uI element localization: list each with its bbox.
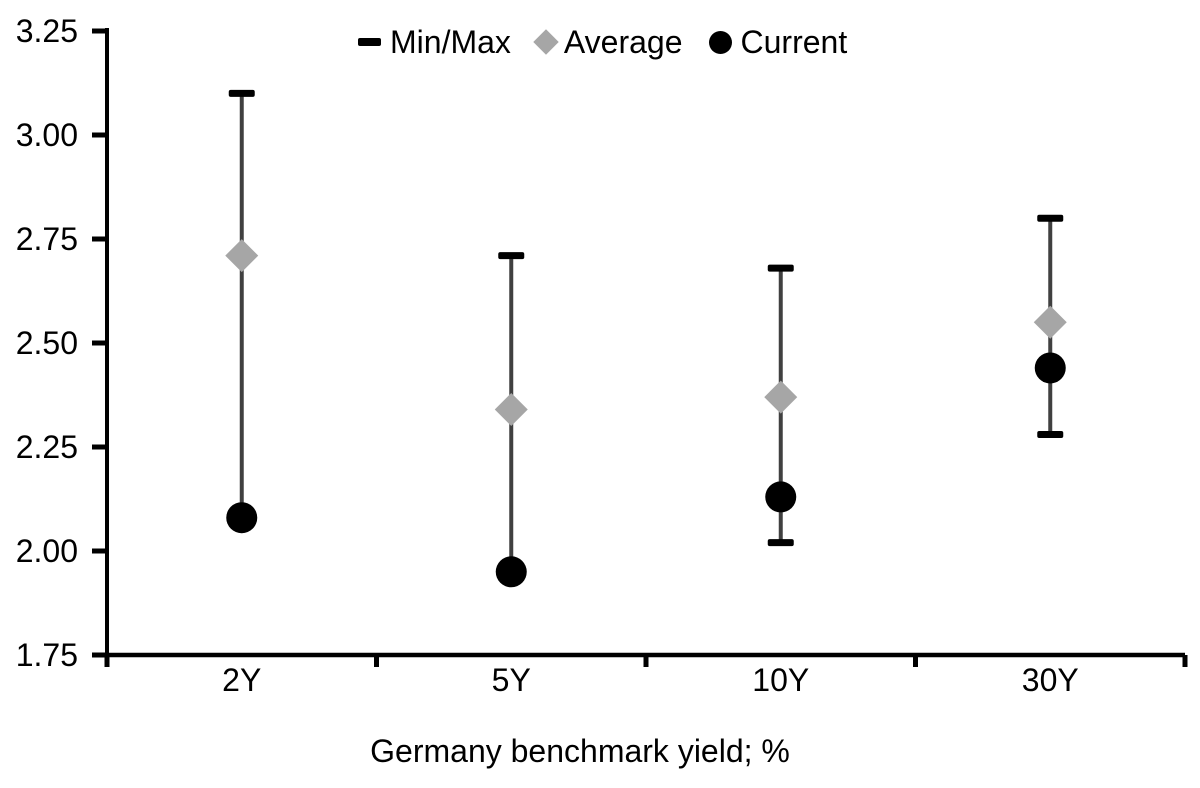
current-marker bbox=[226, 502, 258, 534]
y-tick-label: 1.75 bbox=[16, 637, 78, 673]
max-cap bbox=[767, 264, 794, 272]
minmax-dash-icon bbox=[358, 38, 381, 46]
y-tick-label: 2.75 bbox=[16, 221, 78, 257]
current-marker bbox=[765, 481, 797, 513]
legend-label-minmax: Min/Max bbox=[390, 24, 511, 60]
y-tick-label: 3.25 bbox=[16, 13, 78, 49]
min-cap bbox=[767, 539, 794, 547]
legend-label-current: Current bbox=[740, 24, 848, 60]
current-circle-icon bbox=[708, 30, 732, 54]
y-tick-label: 2.00 bbox=[16, 533, 78, 569]
max-cap bbox=[1037, 214, 1064, 222]
legend: Min/Max Average Current bbox=[358, 26, 847, 58]
max-cap bbox=[498, 252, 525, 260]
average-marker bbox=[764, 380, 798, 414]
x-category-label: 10Y bbox=[752, 662, 809, 698]
legend-label-average: Average bbox=[563, 24, 683, 60]
x-axis-title: Germany benchmark yield; % bbox=[370, 733, 790, 769]
legend-item-minmax: Min/Max bbox=[358, 26, 511, 58]
x-category-label: 2Y bbox=[222, 662, 261, 698]
legend-item-current: Current bbox=[708, 24, 848, 60]
x-category-label: 5Y bbox=[492, 662, 531, 698]
average-marker bbox=[494, 393, 528, 427]
max-cap bbox=[228, 89, 255, 97]
current-marker bbox=[495, 556, 527, 588]
min-cap bbox=[1037, 431, 1064, 439]
average-marker bbox=[1033, 305, 1067, 339]
legend-item-average: Average bbox=[533, 24, 683, 60]
y-tick-label: 3.00 bbox=[16, 117, 78, 153]
average-diamond-icon bbox=[533, 29, 559, 55]
y-tick-label: 2.50 bbox=[16, 325, 78, 361]
x-category-label: 30Y bbox=[1022, 662, 1079, 698]
y-tick-label: 2.25 bbox=[16, 429, 78, 465]
average-marker bbox=[225, 239, 259, 273]
current-marker bbox=[1034, 352, 1066, 384]
